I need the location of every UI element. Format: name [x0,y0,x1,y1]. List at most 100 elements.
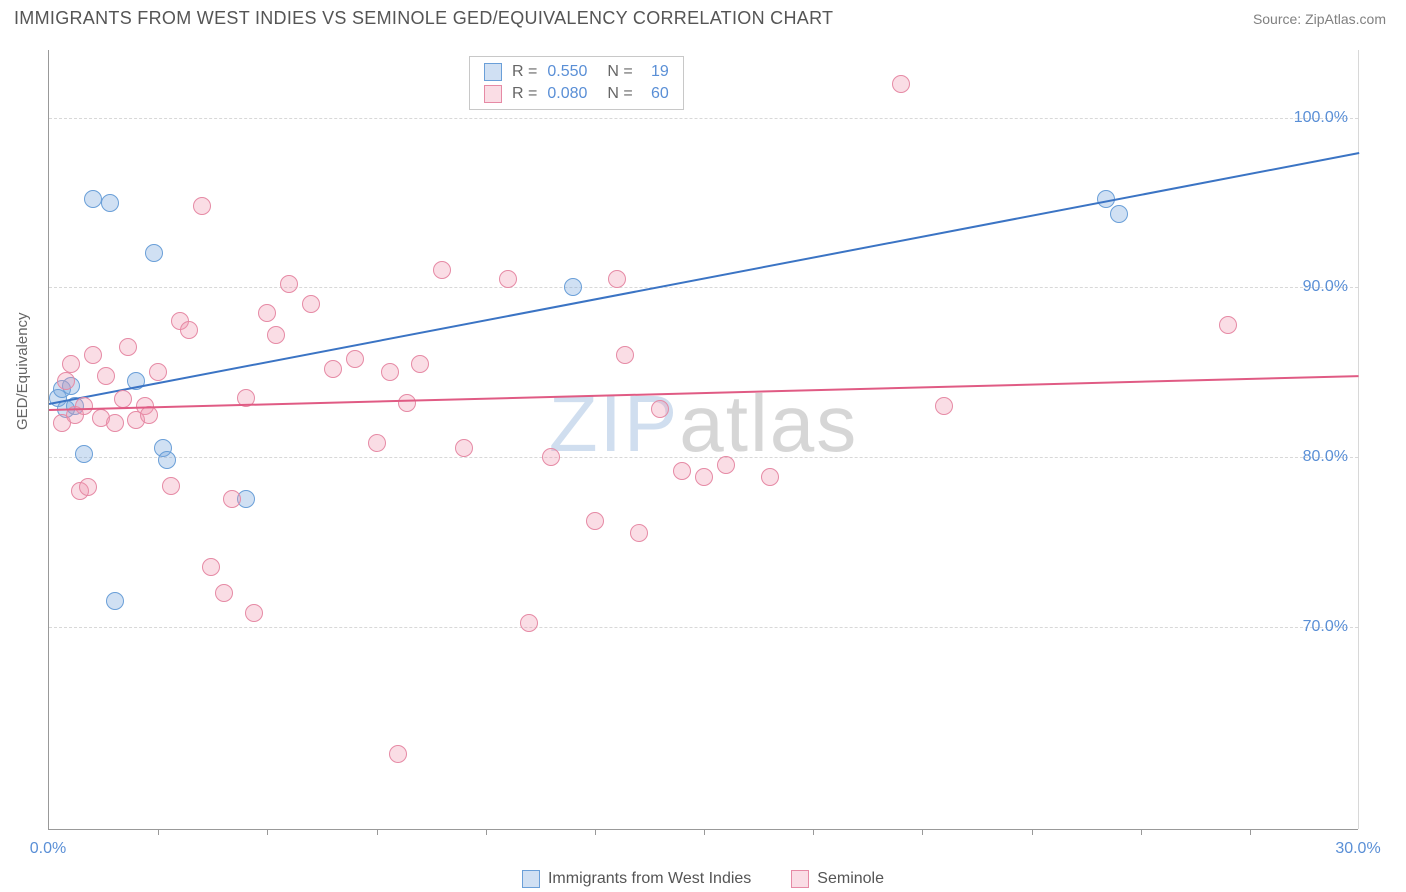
data-point-series1 [101,194,119,212]
x-tick [1032,829,1033,835]
legend-item-series2: Seminole [791,870,884,888]
data-point-series1 [1110,205,1128,223]
data-point-series2 [542,448,560,466]
data-point-series2 [267,326,285,344]
data-point-series2 [717,456,735,474]
data-point-series2 [389,745,407,763]
data-point-series2 [57,372,75,390]
legend-swatch-series1 [484,63,502,81]
data-point-series2 [324,360,342,378]
data-point-series2 [1219,316,1237,334]
legend-n-label: N = [607,63,632,81]
legend-stats: R = 0.550 N = 19 R = 0.080 N = 60 [469,56,684,110]
data-point-series2 [193,197,211,215]
data-point-series2 [114,390,132,408]
data-point-series2 [695,468,713,486]
x-tick [1250,829,1251,835]
data-point-series2 [398,394,416,412]
data-point-series2 [520,614,538,632]
data-point-series2 [368,434,386,452]
legend-swatch-series2-b [791,870,809,888]
x-tick [813,829,814,835]
data-point-series2 [499,270,517,288]
data-point-series2 [149,363,167,381]
x-tick [704,829,705,835]
legend-r-label: R = [512,63,537,81]
data-point-series2 [616,346,634,364]
data-point-series2 [180,321,198,339]
data-point-series2 [411,355,429,373]
legend-bottom: Immigrants from West Indies Seminole [0,870,1406,888]
legend-r-value-2: 0.080 [547,85,587,103]
data-point-series2 [215,584,233,602]
data-point-series2 [62,355,80,373]
x-tick [595,829,596,835]
chart-source: Source: ZipAtlas.com [1253,11,1386,27]
data-point-series2 [935,397,953,415]
data-point-series2 [162,477,180,495]
data-point-series2 [630,524,648,542]
data-point-series2 [223,490,241,508]
data-point-series2 [673,462,691,480]
x-tick [377,829,378,835]
legend-row-series1: R = 0.550 N = 19 [484,61,669,83]
data-point-series2 [75,397,93,415]
data-point-series2 [608,270,626,288]
legend-label-series2: Seminole [817,870,884,888]
x-tick-label: 30.0% [1335,840,1380,858]
data-point-series2 [106,414,124,432]
legend-row-series2: R = 0.080 N = 60 [484,83,669,105]
x-tick-label: 0.0% [30,840,66,858]
data-point-series2 [346,350,364,368]
legend-label-series1: Immigrants from West Indies [548,870,751,888]
data-point-series2 [258,304,276,322]
y-tick-label: 90.0% [1303,278,1348,296]
x-tick [922,829,923,835]
data-point-series1 [84,190,102,208]
data-point-series2 [79,478,97,496]
legend-r-value-1: 0.550 [547,63,587,81]
data-point-series2 [119,338,137,356]
data-point-series1 [145,244,163,262]
data-point-series2 [280,275,298,293]
x-tick [486,829,487,835]
y-axis-label: GED/Equivalency [14,312,31,430]
y-tick-label: 80.0% [1303,448,1348,466]
data-point-series2 [202,558,220,576]
chart-title: IMMIGRANTS FROM WEST INDIES VS SEMINOLE … [14,8,833,29]
legend-swatch-series1-b [522,870,540,888]
legend-r-label: R = [512,85,537,103]
data-point-series2 [586,512,604,530]
gridline-h [49,457,1358,458]
data-point-series2 [245,604,263,622]
x-tick [158,829,159,835]
x-tick [267,829,268,835]
data-point-series1 [158,451,176,469]
scatter-chart: ZIPatlas R = 0.550 N = 19 R = 0.080 N = … [48,50,1358,830]
data-point-series1 [75,445,93,463]
legend-n-label: N = [607,85,632,103]
legend-swatch-series2 [484,85,502,103]
data-point-series1 [564,278,582,296]
data-point-series2 [892,75,910,93]
legend-n-value-1: 19 [643,63,669,81]
gridline-h [49,287,1358,288]
trend-line-series1 [49,152,1359,405]
gridline-v [1358,50,1359,829]
gridline-h [49,118,1358,119]
y-tick-label: 70.0% [1303,618,1348,636]
data-point-series2 [651,400,669,418]
x-tick [1141,829,1142,835]
data-point-series2 [455,439,473,457]
data-point-series2 [761,468,779,486]
data-point-series2 [433,261,451,279]
data-point-series2 [381,363,399,381]
data-point-series2 [302,295,320,313]
data-point-series2 [84,346,102,364]
legend-n-value-2: 60 [643,85,669,103]
gridline-h [49,627,1358,628]
legend-item-series1: Immigrants from West Indies [522,870,751,888]
chart-header: IMMIGRANTS FROM WEST INDIES VS SEMINOLE … [0,0,1406,33]
y-tick-label: 100.0% [1294,109,1348,127]
data-point-series2 [97,367,115,385]
